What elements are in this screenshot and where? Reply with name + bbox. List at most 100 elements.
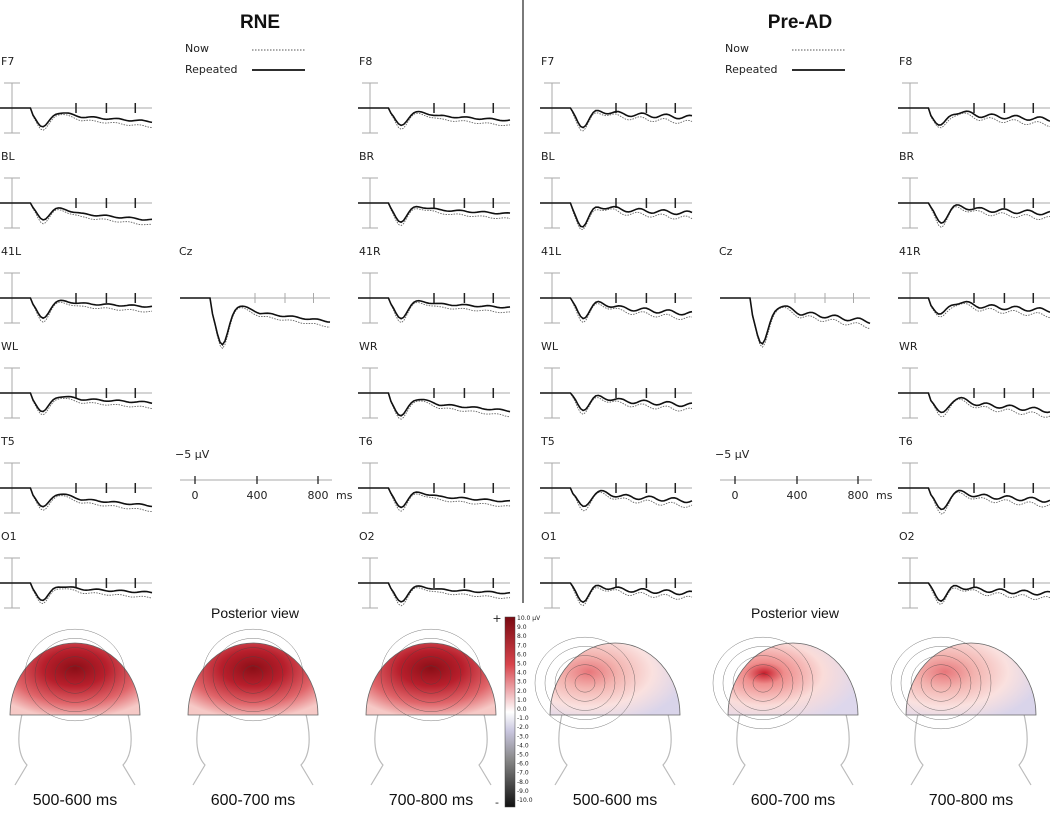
contour bbox=[742, 664, 784, 702]
waveform-repeated bbox=[0, 392, 153, 413]
channel-label: BR bbox=[359, 150, 375, 163]
contour bbox=[64, 665, 86, 685]
waveform-repeated bbox=[898, 297, 1050, 315]
waveform-repeated bbox=[358, 107, 511, 127]
channel-label: WL bbox=[1, 340, 19, 353]
channel-label: 41L bbox=[541, 245, 562, 258]
contour bbox=[202, 628, 304, 722]
waveform-repeated bbox=[898, 582, 1050, 603]
contour bbox=[222, 647, 284, 703]
contour bbox=[242, 665, 264, 685]
channel-label: F8 bbox=[359, 55, 372, 68]
waveform-repeated bbox=[540, 487, 693, 508]
channel-label: T6 bbox=[358, 435, 373, 448]
scale-time: 0 bbox=[192, 489, 199, 502]
contour bbox=[712, 636, 814, 730]
colorbar-label: 3.0 bbox=[517, 679, 527, 686]
contour bbox=[930, 673, 952, 693]
colorbar-label: -8.0 bbox=[517, 779, 529, 786]
scale-unit: ms bbox=[336, 489, 353, 502]
channel-label: O2 bbox=[359, 530, 375, 543]
channel-label: F7 bbox=[541, 55, 554, 68]
colorbar-label: 6.0 bbox=[517, 651, 527, 658]
scalp bbox=[9, 642, 141, 716]
topomap-time: 700-800 ms bbox=[389, 792, 474, 809]
topomap: 500-600 ms bbox=[9, 628, 141, 809]
colorbar-label: -1.0 bbox=[517, 715, 529, 722]
topomap: 700-800 ms bbox=[365, 628, 497, 809]
scale-amplitude: −5 µV bbox=[715, 448, 750, 461]
colorbar-label: 8.0 bbox=[517, 633, 527, 640]
contour bbox=[410, 656, 452, 694]
contour bbox=[752, 673, 774, 693]
topomap-time: 500-600 ms bbox=[573, 792, 658, 809]
channel-label: WL bbox=[541, 340, 559, 353]
waveform-repeated bbox=[180, 297, 331, 346]
legend-label: Repeated bbox=[185, 63, 237, 76]
waveform-repeated bbox=[358, 392, 511, 417]
topomap-time: 600-700 ms bbox=[751, 792, 836, 809]
topomap-title: Posterior view bbox=[751, 605, 840, 621]
waveform-repeated bbox=[358, 202, 511, 224]
head-outline bbox=[192, 709, 314, 786]
channel-label: BL bbox=[541, 150, 556, 163]
colorbar-bottom: - bbox=[495, 796, 499, 809]
waveform-repeated bbox=[898, 392, 1050, 414]
channel-label: 41L bbox=[1, 245, 22, 258]
contour bbox=[390, 638, 472, 712]
waveform-repeated bbox=[898, 107, 1050, 126]
contour bbox=[544, 646, 626, 720]
head-outline bbox=[370, 709, 492, 786]
panel-title: RNE bbox=[240, 12, 280, 33]
contour bbox=[212, 638, 294, 712]
head-outline bbox=[554, 709, 676, 786]
waveform-repeated bbox=[898, 202, 1050, 225]
colorbar-label: -7.0 bbox=[517, 770, 529, 777]
colorbar-label: -3.0 bbox=[517, 733, 529, 740]
colorbar-label: 2.0 bbox=[517, 688, 527, 695]
head-outline bbox=[14, 709, 136, 786]
waveform-repeated bbox=[0, 582, 153, 602]
waveform-repeated bbox=[0, 202, 153, 221]
waveform-repeated bbox=[0, 487, 153, 508]
waveform-repeated bbox=[540, 107, 693, 129]
colorbar bbox=[504, 616, 516, 808]
waveform-repeated bbox=[898, 487, 1050, 511]
waveform-repeated bbox=[720, 297, 871, 345]
channel-label: BL bbox=[1, 150, 16, 163]
topomap-time: 500-600 ms bbox=[33, 792, 118, 809]
colorbar-label: 0.0 bbox=[517, 706, 527, 713]
scale-time: 400 bbox=[787, 489, 808, 502]
legend-label: Now bbox=[185, 42, 209, 55]
legend-label: Now bbox=[725, 42, 749, 55]
scalp bbox=[365, 642, 497, 716]
channel-label: T5 bbox=[540, 435, 555, 448]
channel-label: O2 bbox=[899, 530, 915, 543]
contour bbox=[24, 628, 126, 722]
waveform-repeated bbox=[0, 297, 153, 320]
contour bbox=[400, 647, 462, 703]
channel-label: T5 bbox=[0, 435, 15, 448]
head-outline bbox=[732, 709, 854, 786]
contour bbox=[420, 665, 442, 685]
scale-unit: ms bbox=[876, 489, 893, 502]
scalp bbox=[905, 642, 1037, 716]
colorbar-label: 7.0 bbox=[517, 642, 527, 649]
waveform-repeated bbox=[540, 202, 693, 228]
channel-label: Cz bbox=[179, 245, 193, 258]
scalp bbox=[187, 642, 319, 716]
scalp bbox=[727, 642, 859, 716]
channel-label: O1 bbox=[1, 530, 17, 543]
colorbar-label: 4.0 bbox=[517, 670, 527, 677]
waveform-repeated bbox=[540, 392, 693, 412]
contour bbox=[554, 655, 616, 711]
waveform-now bbox=[720, 297, 871, 348]
waveform-repeated bbox=[358, 582, 511, 603]
topomap-title: Posterior view bbox=[211, 605, 300, 621]
waveform-repeated bbox=[540, 297, 693, 320]
colorbar-label: -10.0 bbox=[517, 797, 533, 804]
contour bbox=[54, 656, 96, 694]
contour bbox=[574, 673, 596, 693]
colorbar-label: -9.0 bbox=[517, 788, 529, 795]
